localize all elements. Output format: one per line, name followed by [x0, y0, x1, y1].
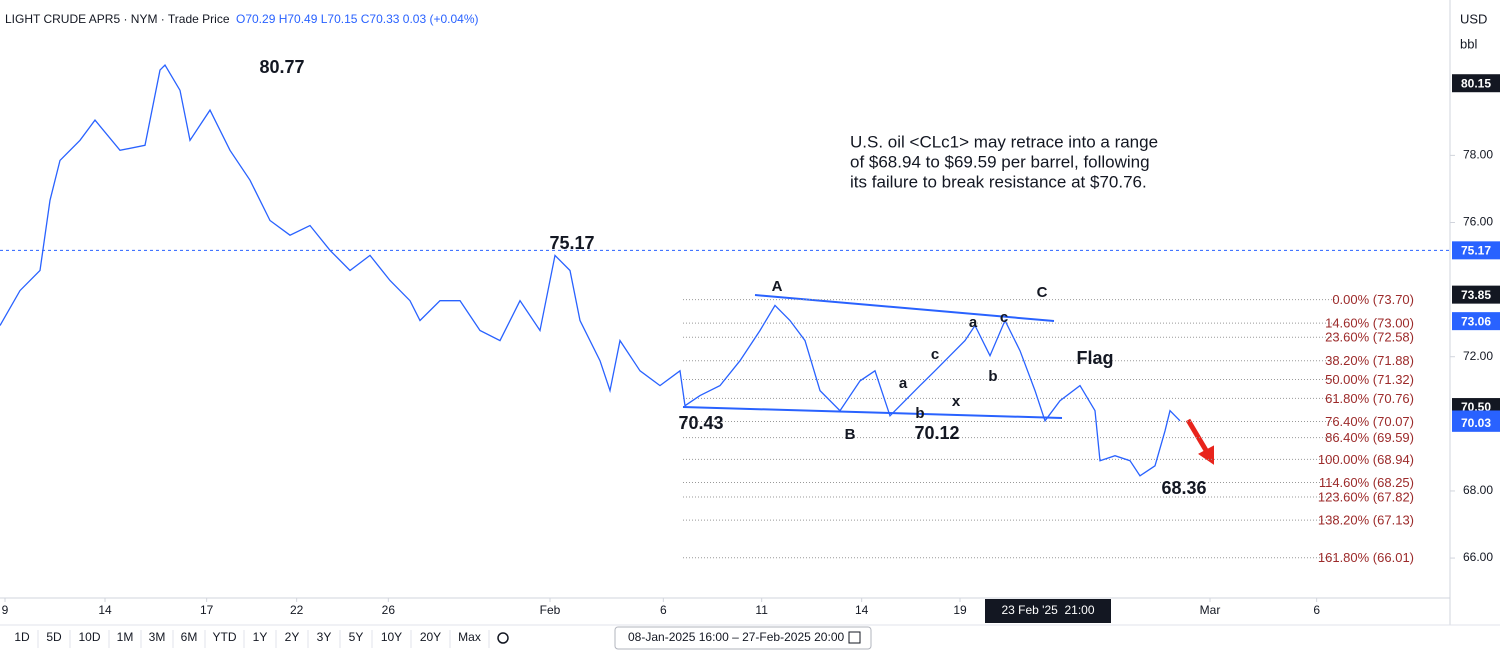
settings-button[interactable] — [497, 632, 509, 644]
range-button[interactable]: 1M — [117, 630, 134, 644]
annotation: Flag — [1076, 348, 1113, 368]
currency-box[interactable] — [1453, 8, 1497, 32]
crosshair-label: 23 Feb '25 21:00 — [1001, 603, 1094, 617]
price-tag — [1452, 285, 1500, 304]
price-tag-label: 73.06 — [1461, 314, 1491, 328]
note-line: its failure to break resistance at $70.7… — [850, 172, 1147, 191]
x-tick-label: 6 — [660, 603, 667, 617]
price-tag-label: 73.85 — [1461, 288, 1491, 302]
fib-label: 161.80% (66.01) — [1318, 550, 1414, 565]
range-button[interactable]: 5Y — [349, 630, 364, 644]
annotation: a — [969, 314, 978, 331]
fib-label: 86.40% (69.59) — [1325, 430, 1414, 445]
annotation: a — [899, 375, 908, 392]
price-tag — [1452, 74, 1500, 93]
ohlc: O70.29 H70.49 L70.15 C70.33 0.03 (+0.04%… — [236, 12, 479, 26]
range-button[interactable]: 3Y — [317, 630, 332, 644]
x-tick-label: 6 — [1313, 603, 1320, 617]
crosshair-label-box — [985, 599, 1111, 623]
x-tick-label: 14 — [855, 603, 869, 617]
price-line — [0, 64, 1181, 477]
annotation: 68.36 — [1161, 478, 1206, 498]
y-tick-label: 78.00 — [1463, 148, 1493, 162]
fib-label: 123.60% (67.82) — [1318, 489, 1414, 504]
note-line: of $68.94 to $69.59 per barrel, followin… — [850, 152, 1150, 171]
annotation: b — [915, 405, 924, 422]
y-tick-label: 76.00 — [1463, 215, 1493, 229]
range-button[interactable]: 10Y — [381, 630, 402, 644]
annotation: c — [931, 346, 939, 363]
annotation: b — [988, 368, 997, 385]
x-tick-label: Mar — [1200, 603, 1221, 617]
x-tick-label: 17 — [200, 603, 214, 617]
y-tick-label: 66.00 — [1463, 550, 1493, 564]
arrow-shaft — [1185, 418, 1210, 454]
price-tag-label: 75.17 — [1461, 244, 1491, 258]
x-tick-label: 14 — [98, 603, 112, 617]
fib-label: 38.20% (71.88) — [1325, 353, 1414, 368]
annotation: 70.12 — [914, 423, 959, 443]
symbol: LIGHT CRUDE APR5 · NYM · Trade Price — [5, 12, 230, 26]
note-line: U.S. oil <CLc1> may retrace into a range — [850, 132, 1158, 151]
annotation: c — [1000, 309, 1008, 326]
fib-label: 100.00% (68.94) — [1318, 452, 1414, 467]
x-tick-label: 19 — [953, 603, 967, 617]
x-tick-label: 26 — [382, 603, 396, 617]
x-tick-label: 11 — [755, 603, 768, 617]
upper-trendline — [754, 294, 1055, 322]
annotation: B — [845, 426, 856, 443]
range-button[interactable]: 1D — [14, 630, 30, 644]
y-tick-label: 68.00 — [1463, 483, 1493, 497]
unit[interactable]: bbl — [1460, 36, 1477, 51]
range-button[interactable]: 20Y — [420, 630, 441, 644]
range-button[interactable]: Max — [458, 630, 481, 644]
range-button[interactable]: 10D — [78, 630, 100, 644]
fib-label: 50.00% (71.32) — [1325, 372, 1414, 387]
lower-trendline — [682, 406, 1063, 419]
annotation: A — [772, 278, 783, 295]
range-button[interactable]: 6M — [181, 630, 198, 644]
x-tick-label: 9 — [2, 603, 9, 617]
range-button[interactable]: 1Y — [253, 630, 268, 644]
annotation: 75.17 — [549, 233, 594, 253]
fib-label: 114.60% (68.25) — [1319, 475, 1414, 490]
date-range-box[interactable] — [614, 626, 872, 650]
fib-label: 14.60% (73.00) — [1325, 316, 1414, 331]
arrow-head — [1198, 445, 1214, 465]
range-button[interactable]: 5D — [46, 630, 62, 644]
y-tick-label: 72.00 — [1463, 349, 1493, 363]
range-button[interactable]: 2Y — [285, 630, 300, 644]
annotation: C — [1037, 284, 1048, 301]
fib-label: 61.80% (70.76) — [1325, 391, 1414, 406]
range-button[interactable]: 3M — [149, 630, 166, 644]
annotation: 80.77 — [259, 57, 304, 77]
range-button[interactable]: YTD — [213, 630, 237, 644]
price-tag — [1452, 241, 1500, 260]
price-tag — [1452, 312, 1500, 331]
annotation: 70.43 — [678, 413, 723, 433]
date-range[interactable]: 08-Jan-2025 16:00 – 27-Feb-2025 20:00 — [628, 630, 844, 644]
currency[interactable]: USD — [1460, 11, 1487, 26]
price-tag-label: 80.15 — [1461, 76, 1491, 90]
x-tick-label: Feb — [540, 603, 561, 617]
price-tag-label: 70.03 — [1461, 416, 1491, 430]
fib-label: 0.00% (73.70) — [1332, 292, 1414, 307]
calendar-icon — [848, 631, 861, 644]
x-tick-label: 22 — [290, 603, 304, 617]
price-tag — [1452, 413, 1500, 432]
fib-label: 76.40% (70.07) — [1325, 414, 1414, 429]
fib-label: 23.60% (72.58) — [1325, 330, 1414, 345]
fib-label: 138.20% (67.13) — [1318, 513, 1414, 528]
annotation: x — [952, 393, 961, 410]
